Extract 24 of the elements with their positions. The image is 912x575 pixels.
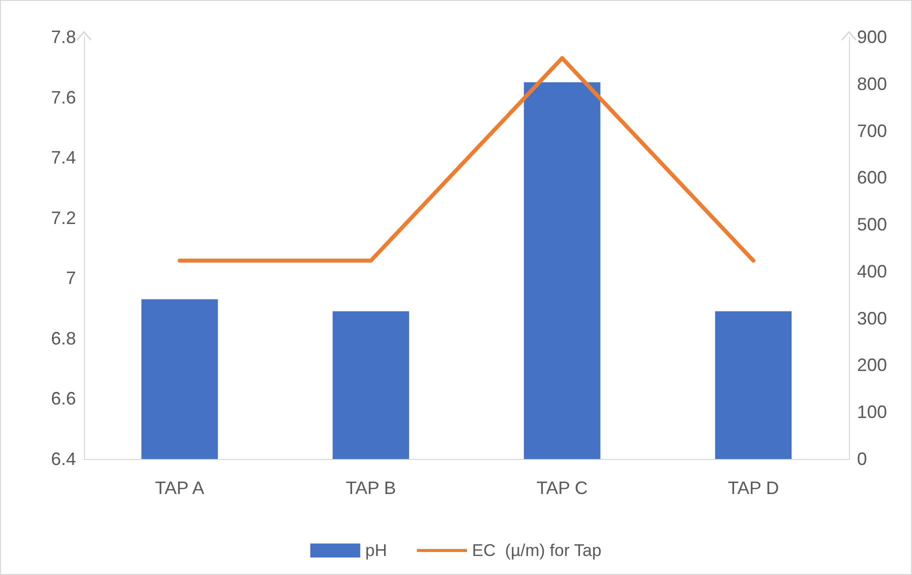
y-tick-label: 7 bbox=[66, 268, 76, 288]
y-tick-label: 7.6 bbox=[50, 87, 76, 108]
y2-tick-label: 700 bbox=[857, 120, 888, 141]
y2-tick-label: 900 bbox=[857, 27, 888, 47]
y2-tick-label: 200 bbox=[857, 355, 888, 376]
y-tick-label: 6.6 bbox=[50, 388, 76, 409]
legend-label: pH bbox=[365, 541, 387, 560]
y-tick-label: 6.4 bbox=[50, 449, 76, 469]
x-tick-label: TAP C bbox=[536, 478, 588, 498]
y2-tick-label: 100 bbox=[857, 402, 888, 422]
y-tick-label: 7.4 bbox=[50, 148, 76, 168]
x-tick-label: TAP A bbox=[154, 478, 204, 498]
y2-tick-label: 500 bbox=[857, 214, 888, 235]
y2-tick-label: 300 bbox=[857, 308, 888, 328]
x-tick-label: TAP D bbox=[728, 478, 780, 498]
y2-tick-label: 800 bbox=[857, 74, 888, 94]
legend-label: EC (µ/m) for Tap bbox=[472, 541, 602, 560]
x-tick-label: TAP B bbox=[346, 478, 396, 498]
y-tick-label: 7.2 bbox=[50, 208, 76, 228]
y2-tick-label: 0 bbox=[857, 449, 868, 469]
y-tick-label: 6.8 bbox=[50, 328, 76, 348]
y2-tick-label: 600 bbox=[857, 168, 888, 188]
y-tick-label: 7.8 bbox=[50, 27, 76, 47]
y2-tick-label: 400 bbox=[857, 261, 888, 282]
